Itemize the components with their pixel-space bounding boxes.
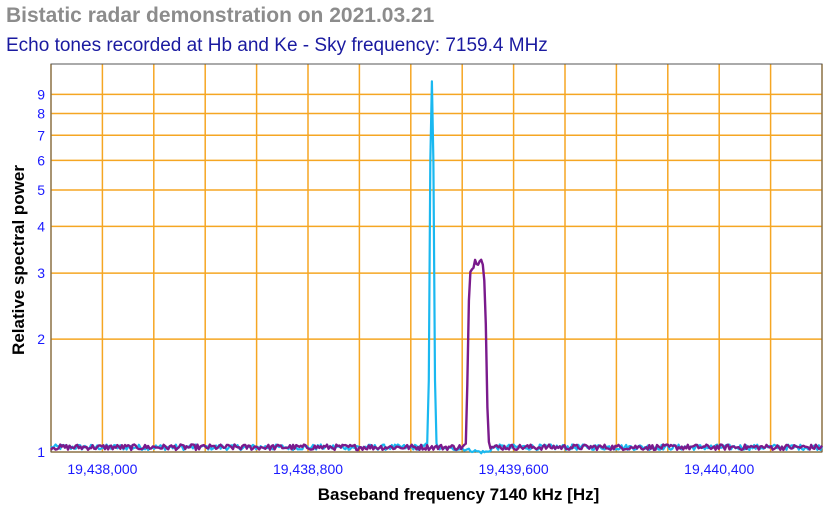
series-line-1 [50, 80, 824, 455]
x-axis-label: Baseband frequency 7140 kHz [Hz] [318, 485, 600, 504]
x-tick-labels: 19,438,000 19,438,800 19,439,600 19,440,400 [67, 461, 754, 477]
y-axis-label: Relative spectral power [9, 165, 28, 355]
y-tick-label: 6 [37, 152, 45, 168]
x-tick-label: 19,440,400 [684, 461, 754, 477]
y-tick-label: 5 [37, 182, 45, 198]
y-tick-label: 1 [37, 444, 45, 460]
series-line-2 [50, 258, 824, 452]
y-tick-label: 7 [37, 127, 45, 143]
y-tick-label: 3 [37, 265, 45, 281]
series-group [50, 80, 824, 455]
y-tick-label: 9 [37, 86, 45, 102]
plot-area [50, 63, 823, 453]
y-tick-labels: 1 2 3 4 5 6 7 8 9 [37, 86, 45, 460]
chart-title: Bistatic radar demonstration on 2021.03.… [6, 4, 435, 27]
x-tick-label: 19,439,600 [479, 461, 549, 477]
y-tick-label: 2 [37, 331, 45, 347]
grid-lines [50, 64, 823, 453]
y-tick-label: 8 [37, 106, 45, 122]
chart-subtitle: Echo tones recorded at Hb and Ke - Sky f… [6, 35, 548, 56]
y-tick-label: 4 [37, 218, 45, 234]
x-tick-label: 19,438,800 [273, 461, 343, 477]
x-tick-label: 19,438,000 [67, 461, 137, 477]
